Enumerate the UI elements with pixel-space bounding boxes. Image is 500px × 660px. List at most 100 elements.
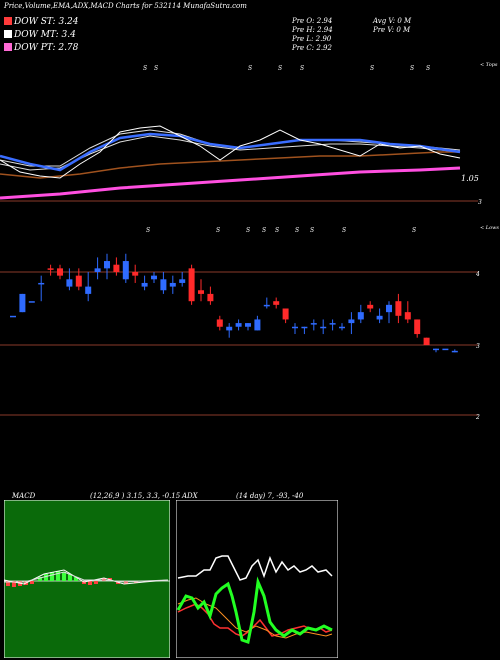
candle-body bbox=[19, 293, 26, 313]
candle-marker: S bbox=[295, 227, 299, 234]
candle bbox=[414, 319, 421, 338]
candle-body bbox=[433, 348, 439, 351]
ema-marker: S bbox=[143, 65, 147, 72]
candle-body bbox=[235, 323, 242, 327]
candle bbox=[245, 323, 251, 331]
ema-marker: S bbox=[410, 65, 414, 72]
candle bbox=[141, 275, 148, 291]
candle-body bbox=[75, 275, 82, 287]
candle-body bbox=[57, 268, 63, 276]
candle bbox=[235, 319, 242, 331]
candle-body bbox=[132, 272, 139, 276]
candle-body bbox=[254, 319, 261, 331]
ema-level-label: 3 bbox=[478, 199, 482, 206]
candle bbox=[451, 349, 458, 353]
candle bbox=[254, 315, 261, 331]
candle bbox=[122, 253, 129, 283]
candle-body bbox=[414, 319, 421, 335]
candle-markers: S S S S S S S S S bbox=[146, 227, 416, 234]
candle-lows-label: < Lows bbox=[480, 225, 499, 231]
candle bbox=[66, 268, 73, 291]
ema-panel: < Tops 1.05 3 S S S S S S S S bbox=[0, 62, 498, 206]
candle-body bbox=[226, 326, 233, 331]
candle-body bbox=[348, 319, 355, 324]
candle bbox=[216, 315, 223, 331]
candle-body bbox=[10, 315, 16, 318]
candle bbox=[169, 275, 176, 294]
macd-background bbox=[4, 500, 170, 658]
stat-high: Pre H: 2.94 bbox=[292, 26, 333, 34]
candle bbox=[47, 264, 54, 276]
candle bbox=[132, 264, 139, 283]
stat-low: Pre L: 2.90 bbox=[292, 35, 332, 43]
candle-body bbox=[207, 293, 214, 302]
ema-tops-label: < Tops bbox=[480, 62, 498, 68]
adx-panel bbox=[176, 500, 338, 658]
stat-close: Pre C: 2.92 bbox=[292, 44, 332, 52]
axis-label-4: 4 bbox=[475, 271, 480, 278]
candle bbox=[226, 323, 233, 338]
candle bbox=[367, 301, 374, 313]
candle-body bbox=[188, 268, 195, 302]
candle bbox=[273, 297, 280, 309]
legend-label-st: DOW ST: 3.24 bbox=[14, 17, 79, 27]
candle bbox=[113, 257, 120, 276]
legend-label-mt: DOW MT: 3.4 bbox=[14, 30, 76, 40]
ema-marker: S bbox=[370, 65, 374, 72]
candle-body bbox=[198, 290, 204, 294]
macd-params: (12,26,9 ) 3.15, 3.3, -0.15 bbox=[90, 492, 181, 500]
legend-dow-mt: DOW MT: 3.4 bbox=[4, 30, 76, 40]
candle-body bbox=[122, 261, 129, 280]
candle-body bbox=[442, 348, 449, 351]
ema-marker: S bbox=[300, 65, 304, 72]
candle-marker: S bbox=[342, 227, 346, 234]
ema-value-label: 1.05 bbox=[461, 174, 479, 183]
candle-body bbox=[451, 350, 458, 353]
candle-body bbox=[263, 304, 270, 307]
ema-blue-line bbox=[0, 132, 461, 172]
chart-title: Price,Volume,EMA,ADX,MACD Charts for 532… bbox=[4, 2, 247, 10]
stat-prev-volume: Pre V: 0 M bbox=[373, 26, 411, 34]
candle bbox=[348, 312, 355, 335]
ema-marker: S bbox=[278, 65, 282, 72]
macd-title: MACD bbox=[12, 492, 36, 500]
adx-white-line bbox=[177, 555, 333, 581]
candle-body bbox=[320, 326, 327, 329]
candle bbox=[301, 326, 308, 335]
candle-body bbox=[113, 264, 120, 272]
stat-avg-volume: Avg V: 0 M bbox=[373, 17, 412, 25]
candle-body bbox=[357, 312, 364, 320]
ema-marker: S bbox=[426, 65, 430, 72]
ema-pink-line bbox=[0, 166, 461, 200]
candle bbox=[310, 319, 317, 331]
candle bbox=[28, 301, 35, 303]
candle bbox=[57, 264, 63, 280]
candle-body bbox=[301, 326, 308, 329]
candle-panel: < Lows 4 3 2 S S S S S S S S S bbox=[0, 225, 499, 421]
candle bbox=[386, 301, 392, 324]
ema-marker: S bbox=[248, 65, 252, 72]
candle-marker: S bbox=[216, 227, 220, 234]
candle-body bbox=[94, 268, 101, 272]
axis-label-2: 2 bbox=[475, 414, 480, 421]
candle bbox=[433, 348, 439, 353]
candle-body bbox=[367, 304, 374, 309]
candle bbox=[160, 272, 167, 294]
candle-body bbox=[282, 308, 289, 320]
candle bbox=[19, 293, 26, 313]
ema-markers: S S S S S S S S bbox=[143, 65, 430, 72]
candle bbox=[151, 272, 157, 283]
candle bbox=[188, 264, 195, 305]
candle-body bbox=[28, 301, 35, 303]
candle bbox=[207, 286, 214, 305]
candle-body bbox=[339, 326, 345, 329]
ema-brown-line bbox=[0, 151, 460, 179]
candle bbox=[376, 308, 383, 324]
candle-body bbox=[376, 315, 383, 320]
candle bbox=[198, 279, 204, 302]
candle-body bbox=[160, 279, 167, 291]
candle bbox=[320, 319, 327, 335]
candle-body bbox=[273, 301, 280, 305]
stat-open: Pre O: 2.94 bbox=[292, 17, 333, 25]
candle bbox=[104, 253, 110, 280]
